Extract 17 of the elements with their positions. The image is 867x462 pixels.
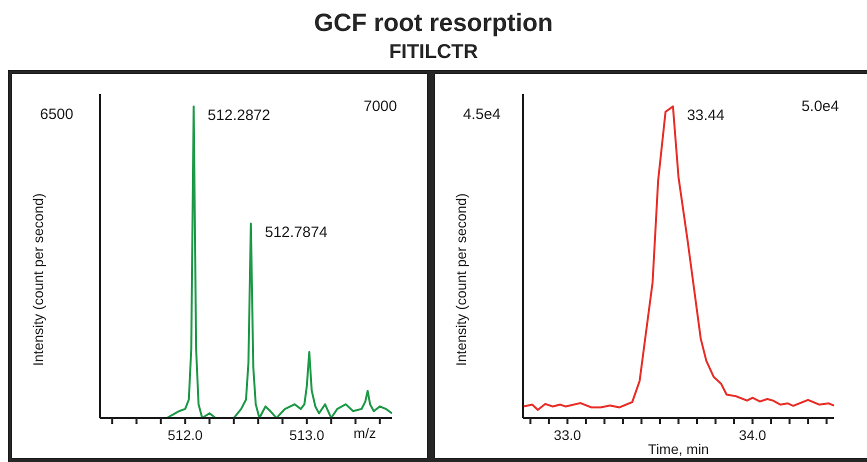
x-tick-label: 512.0: [168, 427, 203, 443]
x-axis-title: m/z: [353, 425, 376, 441]
y-axis-title: Intensity (count per second): [452, 193, 469, 366]
annotation: 512.7874: [264, 224, 328, 241]
x-axis-title: Time, min: [648, 441, 709, 457]
y-axis-title: Intensity (count per second): [30, 193, 46, 366]
annotation: 5.0e4: [801, 98, 839, 115]
x-tick-label: 34.0: [738, 427, 766, 443]
text: FITILCTR: [388, 40, 479, 65]
annotation: 512.2872: [208, 106, 270, 124]
x-tick-label: 513.0: [289, 427, 325, 443]
annotation: 7000: [364, 98, 397, 115]
text: 6500: [40, 106, 74, 123]
annotation: 33.44: [686, 106, 724, 124]
text: 4.5e4: [463, 106, 501, 123]
chart-title: GCF root resorption: [313, 8, 554, 38]
x-tick-label: 33.0: [554, 427, 582, 443]
